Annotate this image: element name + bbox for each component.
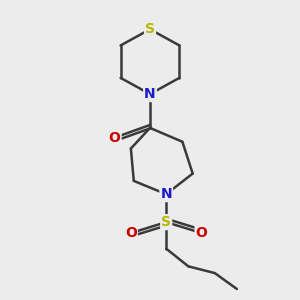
Text: O: O (196, 226, 208, 240)
Text: S: S (145, 22, 155, 36)
Text: N: N (160, 187, 172, 201)
Text: O: O (109, 130, 121, 145)
Text: S: S (161, 215, 171, 229)
Text: N: N (144, 87, 156, 101)
Text: O: O (125, 226, 137, 240)
